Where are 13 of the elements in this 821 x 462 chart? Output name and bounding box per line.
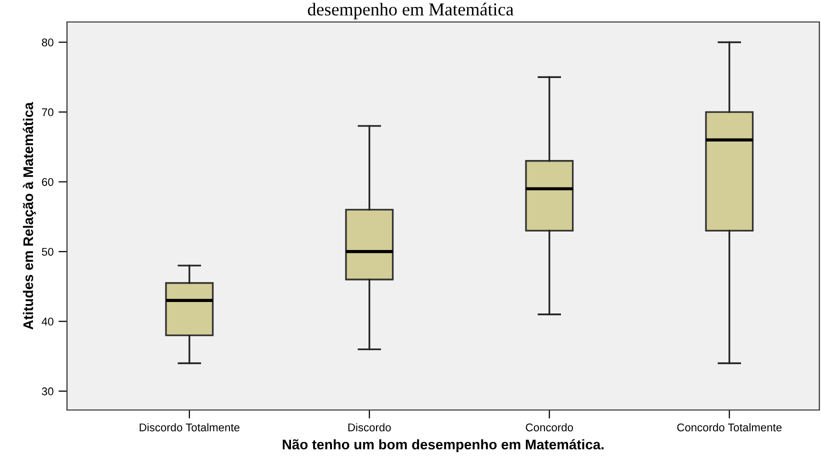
y-tick-label: 30 [42, 387, 54, 396]
x-tick-label: Discordo Totalmente [140, 423, 240, 432]
y-tick-label: 60 [42, 178, 54, 186]
x-tick-label: Discordo [348, 423, 391, 432]
x-tick-label: Concordo Totalmente [677, 423, 782, 432]
y-tick-label: 40 [42, 318, 54, 326]
y-tick-label: 50 [42, 248, 54, 256]
chart-title: desempenho em Matemática [308, 2, 514, 20]
x-axis-title: Não tenho um bom desempenho em Matemática. [282, 439, 604, 452]
y-tick-label: 80 [42, 38, 54, 46]
y-axis-title: Atitudes em Relação à Matemática [22, 102, 36, 330]
x-tick-label: Concordo [526, 423, 573, 432]
y-tick-label: 70 [42, 108, 54, 116]
